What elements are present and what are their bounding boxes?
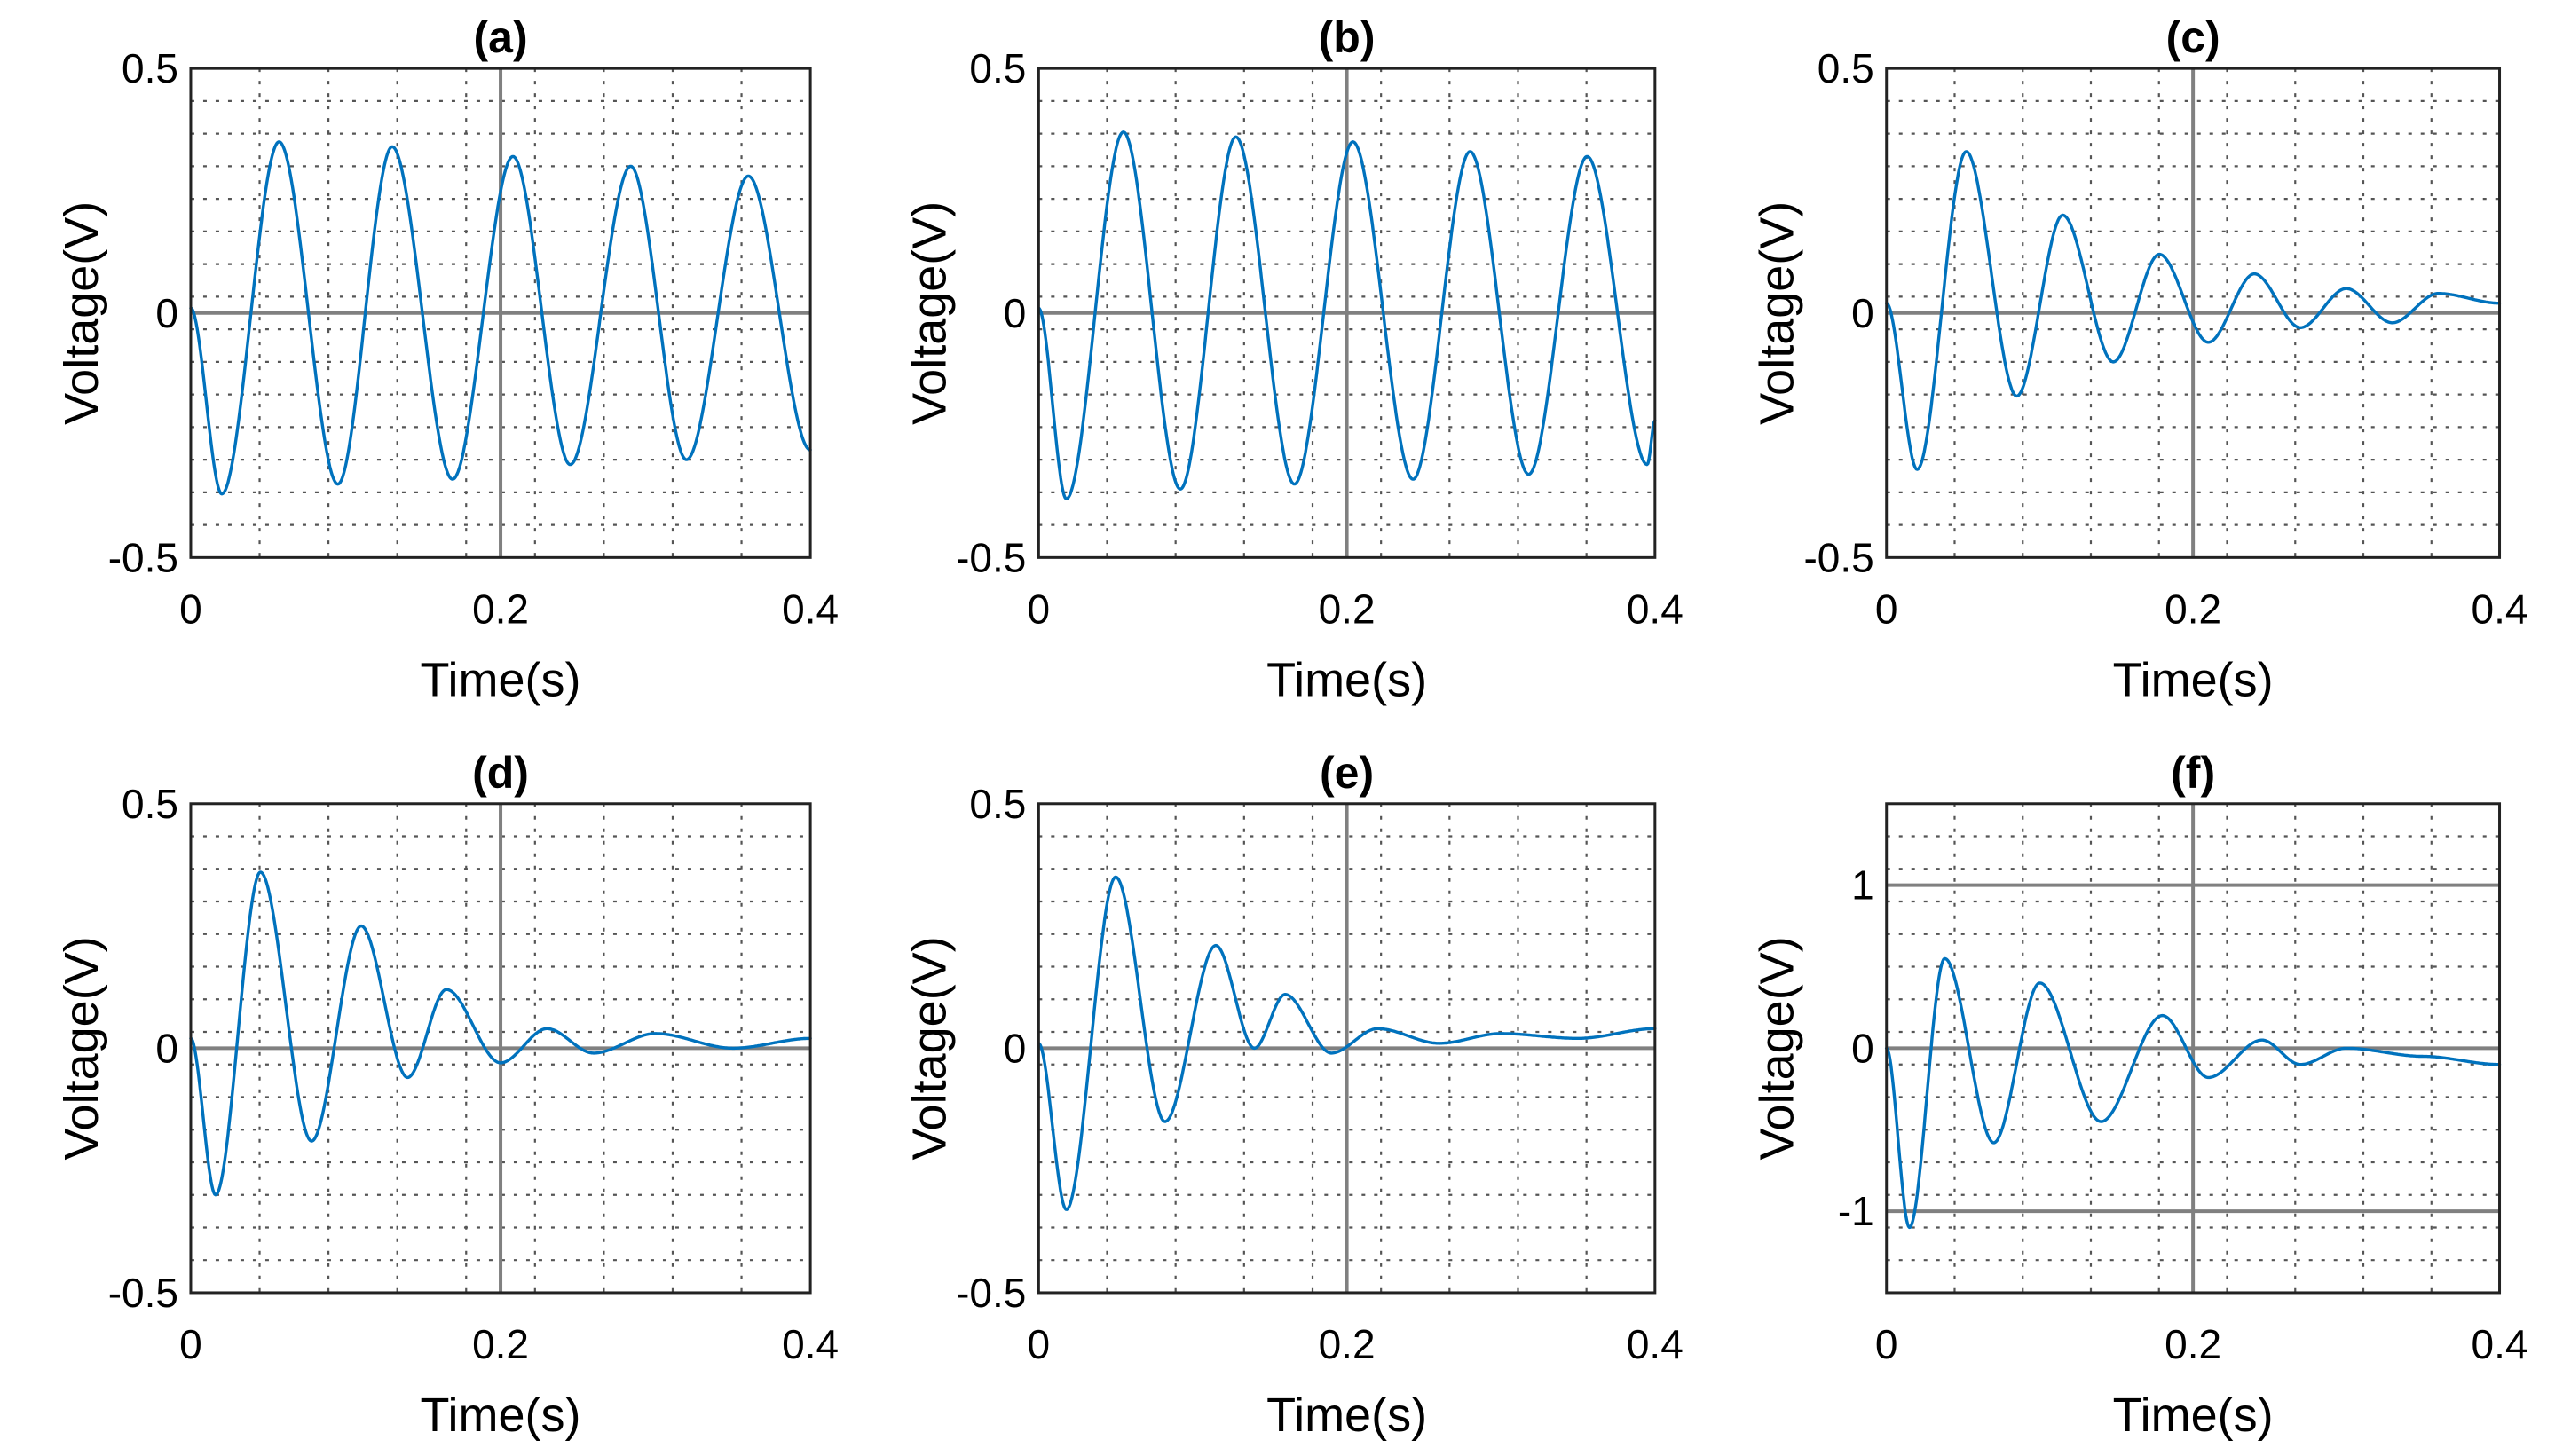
x-tick-label: 0.4 [1627,1321,1684,1367]
y-tick-label: 0.5 [122,781,178,827]
chart-panel: (f) 0 0.2 0.4 -1 0 1 Time(s) Voltage(V) [1751,748,2528,1442]
y-tick-label: 0.5 [969,781,1026,827]
x-tick-label: 0.2 [472,586,529,632]
x-tick-label: 0.2 [2165,586,2221,632]
x-tick-label: 0 [1875,1321,1898,1367]
y-tick-label: 0 [1851,1025,1874,1071]
plot-frame [1885,67,2502,559]
y-axis-label: Voltage(V) [903,201,956,425]
x-tick-label: 0.4 [1627,586,1684,632]
grid [190,68,811,558]
y-axis-label: Voltage(V) [55,936,108,1160]
y-tick-label: -0.5 [1803,534,1873,580]
x-tick-label: 0 [1875,586,1898,632]
panel-title: (d) [472,748,529,798]
y-tick-label: 1 [1851,862,1874,909]
panel-title: (f) [2171,748,2215,798]
grid [1886,803,2500,1293]
x-axis-label: Time(s) [1266,1389,1427,1442]
x-axis-label: Time(s) [1266,653,1427,706]
series-line [1037,130,1657,500]
y-axis-label: Voltage(V) [1751,201,1804,425]
plot-frame [1037,67,1657,559]
panel-title: (a) [473,12,527,62]
plot-frame [1037,802,1657,1295]
x-tick-label: 0 [1028,586,1051,632]
x-tick-label: 0.4 [782,586,839,632]
y-tick-label: 0.5 [122,45,178,91]
x-tick-label: 0 [179,1321,202,1367]
y-tick-label: 0 [155,290,178,336]
series-line [1037,875,1657,1211]
y-tick-label: -0.5 [956,534,1026,580]
x-tick-label: 0.2 [1319,1321,1376,1367]
x-axis-label: Time(s) [2113,653,2274,706]
panel-title: (b) [1319,12,1376,62]
y-axis-label: Voltage(V) [1751,936,1804,1160]
x-axis-label: Time(s) [421,1389,581,1442]
series-line [189,140,812,496]
x-tick-label: 0 [179,586,202,632]
x-axis-label: Time(s) [421,653,581,706]
panel-title: (c) [2166,12,2220,62]
x-tick-label: 0.4 [2472,586,2528,632]
y-tick-label: -0.5 [108,534,178,580]
y-tick-label: 0 [1851,290,1874,336]
y-tick-label: 0.5 [1818,45,1874,91]
grid [1886,68,2500,558]
x-tick-label: 0.2 [472,1321,529,1367]
y-tick-label: 0 [1004,1025,1027,1071]
y-tick-label: 0 [155,1025,178,1071]
x-tick-label: 0.2 [2165,1321,2221,1367]
x-axis-label: Time(s) [2113,1389,2274,1442]
y-tick-label: 0.5 [969,45,1026,91]
y-axis-label: Voltage(V) [903,936,956,1160]
series-line [189,870,812,1197]
series-line [1885,956,2502,1230]
grid [190,803,811,1293]
y-tick-label: -0.5 [956,1270,1026,1316]
y-tick-label: 0 [1004,290,1027,336]
series-line [1885,150,2502,471]
y-tick-label: -1 [1838,1188,1874,1234]
plot-frame [189,802,812,1295]
y-axis-label: Voltage(V) [55,201,108,425]
plot-frame [1885,802,2502,1295]
y-tick-label: -0.5 [108,1270,178,1316]
x-tick-label: 0.2 [1319,586,1376,632]
x-tick-label: 0.4 [782,1321,839,1367]
x-tick-label: 0 [1028,1321,1051,1367]
panel-title: (e) [1320,748,1374,798]
x-tick-label: 0.4 [2472,1321,2528,1367]
plot-frame [189,67,812,559]
